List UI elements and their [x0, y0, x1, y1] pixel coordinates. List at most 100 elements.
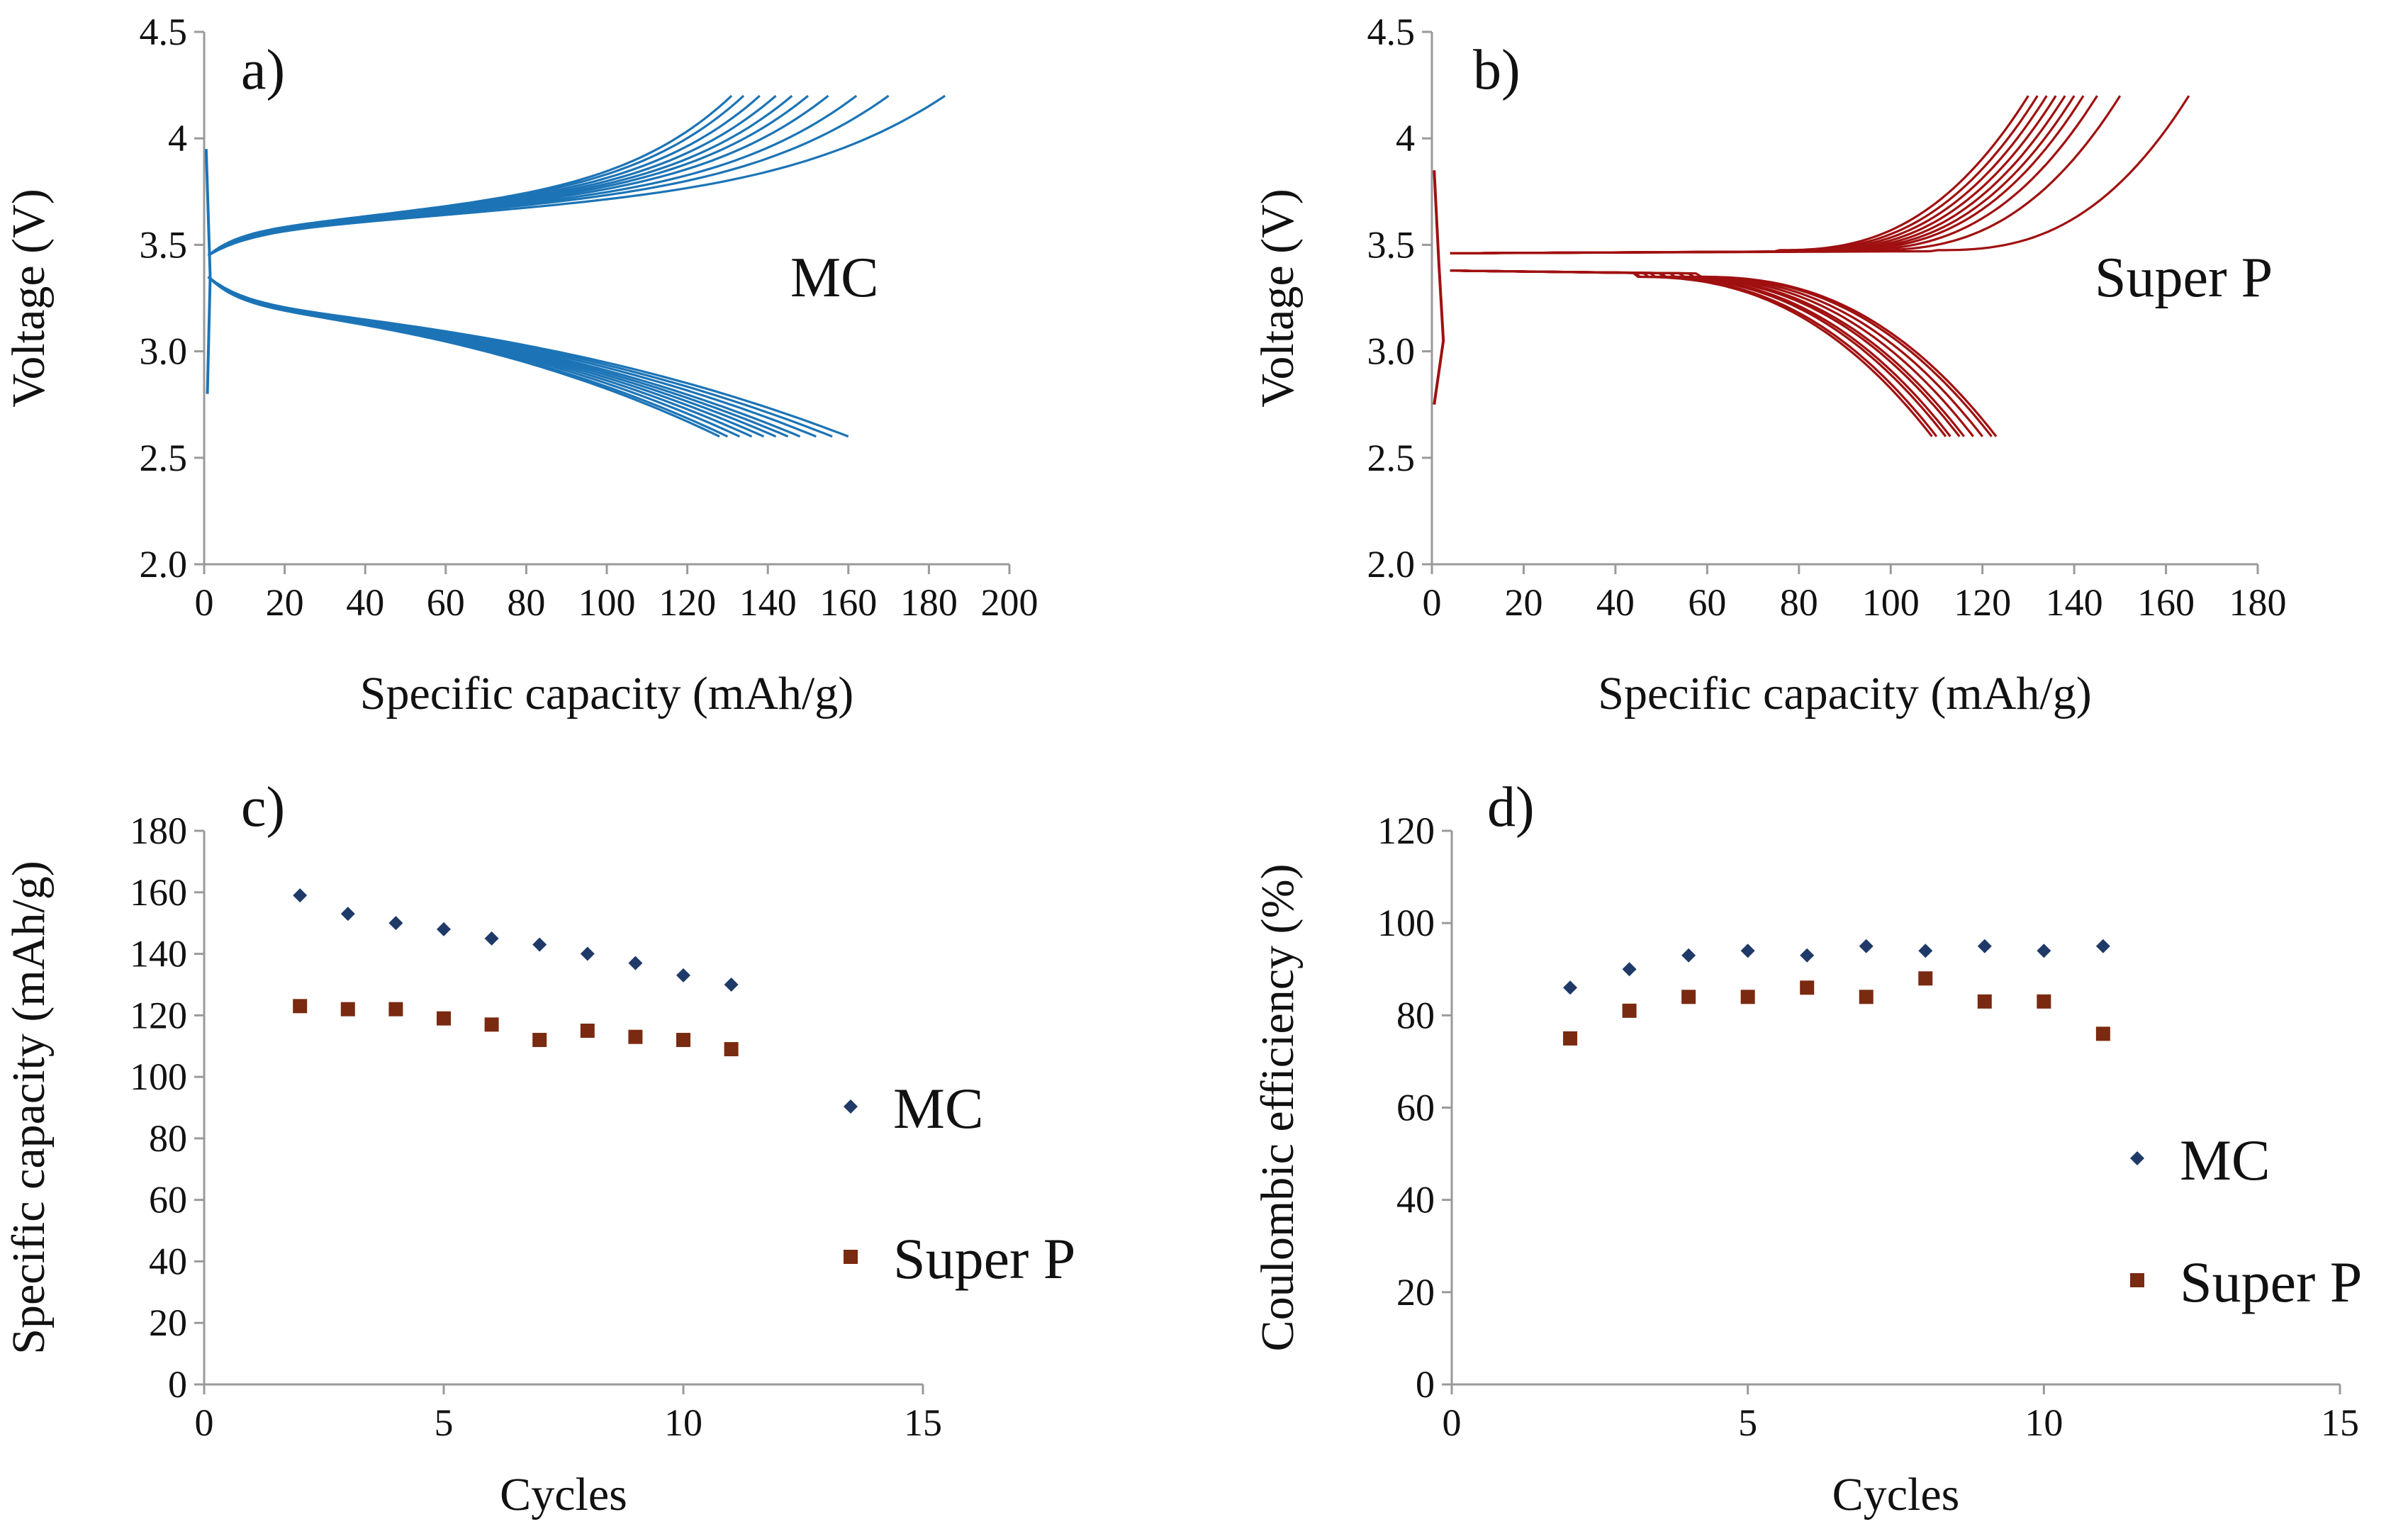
- panel-label: d): [1487, 776, 1535, 839]
- x-tick-label: 40: [1596, 581, 1635, 624]
- data-point-superp: [340, 1002, 355, 1017]
- charge-curve: [207, 94, 829, 257]
- x-tick-label: 5: [435, 1401, 454, 1444]
- x-axis-title: Specific capacity (mAh/g): [360, 668, 853, 720]
- charge-curve: [207, 94, 946, 257]
- discharge-curve: [1450, 269, 1974, 437]
- data-point-superp: [2037, 994, 2051, 1009]
- charge-curve: [1450, 95, 2066, 254]
- panel-b: 0 20 40 60 80 100 120 140 160 180 2.0 2.5 3.0 3.5 4 4.5…: [1252, 11, 2287, 720]
- data-point-mc: [388, 916, 403, 931]
- charge-curve: [207, 94, 890, 257]
- charge-curve: [1450, 95, 2190, 254]
- y-tick-label: 140: [130, 933, 187, 975]
- data-point-mc: [1622, 962, 1637, 977]
- discharge-curve: [207, 276, 729, 438]
- x-tick-label: 5: [1738, 1401, 1757, 1444]
- data-point-mc: [2095, 939, 2110, 953]
- data-point-mc: [628, 956, 643, 970]
- charge-curve: [1450, 95, 2048, 254]
- charge-curve: [1450, 95, 2098, 254]
- y-axis-title: Voltage (V): [3, 189, 55, 408]
- series-annotation: Super P: [2095, 247, 2273, 309]
- y-tick-label: 3.0: [140, 330, 188, 373]
- y-tick-label: 80: [149, 1117, 187, 1160]
- panel-label: b): [1473, 39, 1521, 101]
- discharge-curve: [1450, 269, 1961, 437]
- series-annotation: MC: [790, 247, 879, 309]
- data-point-superp: [724, 1042, 739, 1057]
- x-tick-label: 200: [981, 581, 1038, 624]
- y-tick-label: 4: [168, 117, 187, 159]
- legend-label: Super P: [893, 1226, 1075, 1291]
- data-point-superp: [1563, 1031, 1578, 1046]
- data-point-mc: [676, 968, 690, 982]
- y-tick-label: 100: [130, 1056, 187, 1098]
- data-point-mc: [340, 907, 355, 922]
- y-tick-label: 40: [1396, 1179, 1435, 1221]
- y-tick-label: 2.0: [140, 543, 188, 586]
- x-tick-label: 140: [739, 581, 797, 624]
- discharge-curve: [207, 276, 765, 438]
- x-axis-title: Specific capacity (mAh/g): [1598, 668, 2091, 720]
- x-tick-label: 180: [2229, 581, 2287, 624]
- discharge-curve: [1450, 269, 1966, 437]
- y-tick-label: 3.0: [1367, 330, 1416, 373]
- initial-spike: [204, 149, 212, 394]
- data-point-superp: [1800, 980, 1815, 995]
- discharge-curve: [1450, 269, 1983, 437]
- data-point-superp: [676, 1033, 690, 1048]
- x-tick-label: 20: [266, 581, 304, 624]
- legend-marker: [844, 1099, 858, 1114]
- x-tick-label: 80: [507, 581, 545, 624]
- y-tick-label: 2.5: [140, 437, 188, 479]
- data-point-mc: [1800, 948, 1815, 963]
- y-axis-title: Specific capacity (mAh/g): [3, 861, 55, 1354]
- data-point-mc: [1740, 944, 1755, 958]
- panel-d: 0 5 10 15 0 20 40 60 80 100 120 Cycles Coulombic eff…: [1252, 776, 2362, 1521]
- y-tick-label: 4.5: [1367, 11, 1416, 53]
- data-point-mc: [1918, 944, 1933, 958]
- panel-label: c): [241, 776, 285, 839]
- x-axis-title: Cycles: [500, 1469, 627, 1521]
- data-point-mc: [1977, 939, 1992, 953]
- charge-curve: [1450, 95, 2029, 254]
- data-point-mc: [437, 922, 451, 936]
- data-point-mc: [484, 931, 499, 946]
- legend-marker: [2130, 1151, 2144, 1165]
- x-tick-label: 40: [346, 581, 384, 624]
- data-point-superp: [1918, 971, 1933, 986]
- x-tick-label: 0: [195, 1401, 214, 1444]
- panel-c: 0 5 10 15 0 20 40 60 80 100 120 140 160 180 Cycles Spec…: [3, 776, 1075, 1521]
- data-point-mc: [1563, 980, 1578, 995]
- data-point-superp: [388, 1002, 403, 1017]
- x-tick-label: 20: [1504, 581, 1542, 624]
- x-tick-label: 60: [427, 581, 465, 624]
- legend-marker: [844, 1250, 858, 1264]
- y-tick-label: 0: [1416, 1363, 1435, 1406]
- y-tick-label: 60: [1396, 1087, 1435, 1129]
- data-point-superp: [1977, 994, 1992, 1009]
- discharge-curve: [1450, 269, 1933, 437]
- legend-label: MC: [2180, 1128, 2270, 1192]
- y-tick-label: 0: [168, 1363, 187, 1406]
- x-tick-label: 10: [664, 1401, 702, 1444]
- discharge-curve: [207, 276, 720, 438]
- data-point-superp: [1740, 990, 1755, 1004]
- x-tick-label: 0: [1443, 1401, 1462, 1444]
- x-tick-label: 80: [1780, 581, 1818, 624]
- y-tick-label: 120: [1377, 810, 1435, 852]
- x-tick-label: 100: [578, 581, 636, 624]
- data-point-superp: [293, 999, 308, 1014]
- data-point-superp: [437, 1011, 451, 1026]
- panel-a: 0 20 40 60 80 100 120 140 160 180 200 2.0 2.5 3.0 3.5 4…: [3, 11, 1038, 720]
- data-point-superp: [628, 1029, 643, 1044]
- charge-curve: [207, 94, 761, 257]
- discharge-curve: [1450, 269, 1951, 437]
- y-tick-label: 60: [149, 1179, 187, 1221]
- charge-curve: [1450, 95, 2076, 254]
- data-point-mc: [724, 977, 739, 992]
- legend-marker: [2130, 1273, 2144, 1287]
- data-point-mc: [293, 888, 308, 903]
- y-tick-label: 4.5: [140, 11, 188, 53]
